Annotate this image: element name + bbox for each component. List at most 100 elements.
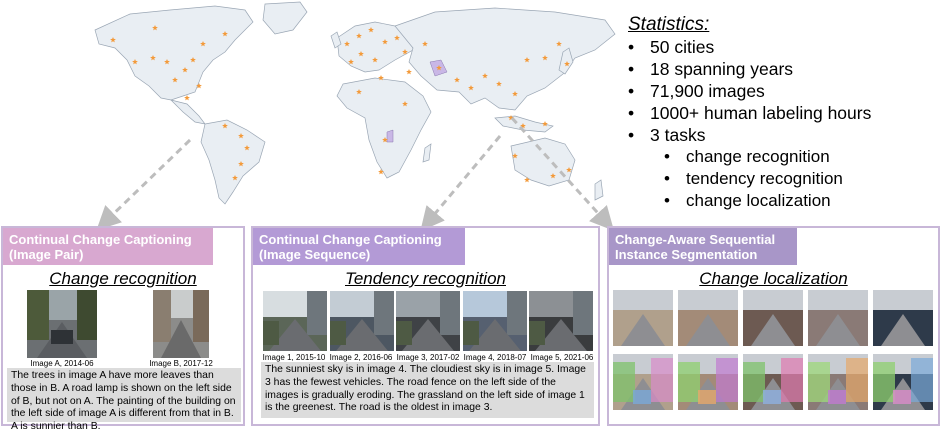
city-star-icon bbox=[344, 41, 350, 47]
north-america bbox=[94, 5, 254, 101]
stat-item: 71,900 images bbox=[628, 80, 938, 102]
city-star-icon bbox=[556, 41, 562, 47]
europe bbox=[336, 21, 414, 73]
photo-sequence-image bbox=[396, 291, 460, 351]
city-star-icon bbox=[356, 89, 362, 95]
city-star-icon bbox=[378, 75, 384, 81]
stat-item: 1000+ human labeling hours bbox=[628, 102, 938, 124]
panel-segmentation: Change-Aware Sequential Instance Segment… bbox=[607, 226, 940, 426]
city-star-icon bbox=[468, 85, 474, 91]
header-line: (Image Pair) bbox=[9, 247, 84, 262]
city-star-icon bbox=[238, 161, 244, 167]
panel-header: Continual Change Captioning (Image Pair) bbox=[3, 228, 213, 265]
city-star-icon bbox=[422, 41, 428, 47]
city-star-icon bbox=[402, 49, 408, 55]
segmentation-mask bbox=[613, 354, 673, 410]
image-label: Image 4, 2018-07 bbox=[463, 353, 527, 362]
city-star-icon bbox=[566, 167, 572, 173]
city-star-icon bbox=[508, 115, 514, 121]
city-star-icon bbox=[378, 169, 384, 175]
city-star-icon bbox=[172, 77, 178, 83]
city-star-icon bbox=[164, 59, 170, 65]
city-markers bbox=[110, 25, 572, 183]
statistics-block: Statistics: 50 cities 18 spanning years … bbox=[628, 14, 938, 212]
continents bbox=[94, 1, 616, 205]
city-star-icon bbox=[238, 133, 244, 139]
photo-sequence-image bbox=[263, 291, 327, 351]
image-label: Image 1, 2015-10 bbox=[262, 353, 326, 362]
task-title: Change recognition bbox=[49, 269, 197, 288]
stat-item: 3 tasks bbox=[628, 124, 938, 146]
world-map bbox=[94, 1, 616, 205]
task-item: change recognition bbox=[628, 146, 938, 168]
city-star-icon bbox=[150, 55, 156, 61]
asia bbox=[394, 7, 616, 111]
segmentation-photo bbox=[873, 290, 933, 346]
madagascar bbox=[422, 143, 432, 163]
city-star-icon bbox=[132, 59, 138, 65]
city-star-icon bbox=[244, 145, 250, 151]
city-star-icon bbox=[222, 31, 228, 37]
city-star-icon bbox=[382, 39, 388, 45]
segmentation-photo bbox=[743, 290, 803, 346]
city-star-icon bbox=[406, 69, 412, 75]
segmentation-mask bbox=[678, 354, 738, 410]
city-star-icon bbox=[512, 153, 518, 159]
city-star-icon bbox=[368, 27, 374, 33]
city-star-icon bbox=[348, 59, 354, 65]
city-star-icon bbox=[232, 175, 238, 181]
segmentation-mask bbox=[743, 354, 803, 410]
header-line: Instance Segmentation bbox=[615, 247, 758, 262]
stat-item: 18 spanning years bbox=[628, 58, 938, 80]
segmentation-photo bbox=[613, 290, 673, 346]
photo-image-b bbox=[153, 290, 209, 358]
segmentation-photo bbox=[808, 290, 868, 346]
city-star-icon bbox=[512, 91, 518, 97]
header-line: Continual Change Captioning bbox=[259, 232, 442, 247]
task-title: Change localization bbox=[699, 269, 848, 288]
arrow-to-segmentation bbox=[510, 116, 615, 231]
image-label: Image 5, 2021-06 bbox=[530, 353, 594, 362]
city-star-icon bbox=[222, 123, 228, 129]
stat-item: 50 cities bbox=[628, 36, 938, 58]
caption-text: The trees in image A have more leaves th… bbox=[7, 368, 241, 432]
segmentation-photo bbox=[678, 290, 738, 346]
city-star-icon bbox=[382, 137, 388, 143]
city-star-icon bbox=[542, 55, 548, 61]
header-line: (Image Sequence) bbox=[259, 247, 371, 262]
image-label: Image 2, 2016-06 bbox=[329, 353, 393, 362]
city-star-icon bbox=[524, 177, 530, 183]
greenland bbox=[262, 1, 308, 35]
city-star-icon bbox=[182, 67, 188, 73]
city-star-icon bbox=[184, 95, 190, 101]
image-label: Image B, 2017-12 bbox=[149, 359, 213, 368]
header-line: Change-Aware Sequential bbox=[615, 232, 776, 247]
city-star-icon bbox=[372, 57, 378, 63]
photo-image-a bbox=[27, 290, 97, 358]
photo-sequence-image bbox=[529, 291, 593, 351]
new-zealand bbox=[594, 179, 604, 201]
segmentation-mask bbox=[873, 354, 933, 410]
panel-image-sequence: Continual Change Captioning (Image Seque… bbox=[251, 226, 600, 426]
panel-header: Change-Aware Sequential Instance Segment… bbox=[609, 228, 797, 265]
city-star-icon bbox=[436, 65, 442, 71]
task-item: change localization bbox=[628, 190, 938, 212]
city-star-icon bbox=[402, 101, 408, 107]
city-star-icon bbox=[110, 37, 116, 43]
city-star-icon bbox=[200, 41, 206, 47]
panel-image-pair: Continual Change Captioning (Image Pair)… bbox=[1, 226, 245, 432]
image-label: Image 3, 2017-02 bbox=[396, 353, 460, 362]
statistics-list: 50 cities 18 spanning years 71,900 image… bbox=[628, 36, 938, 212]
city-star-icon bbox=[152, 25, 158, 31]
city-star-icon bbox=[550, 173, 556, 179]
city-star-icon bbox=[358, 51, 364, 57]
statistics-title: Statistics: bbox=[628, 14, 710, 35]
africa bbox=[336, 77, 432, 179]
caption-text: The sunniest sky is in image 4. The clou… bbox=[261, 362, 594, 418]
city-star-icon bbox=[356, 33, 362, 39]
city-star-icon bbox=[190, 57, 196, 63]
task-title: Tendency recognition bbox=[345, 269, 506, 288]
photo-sequence-image bbox=[462, 291, 527, 351]
city-star-icon bbox=[454, 77, 460, 83]
